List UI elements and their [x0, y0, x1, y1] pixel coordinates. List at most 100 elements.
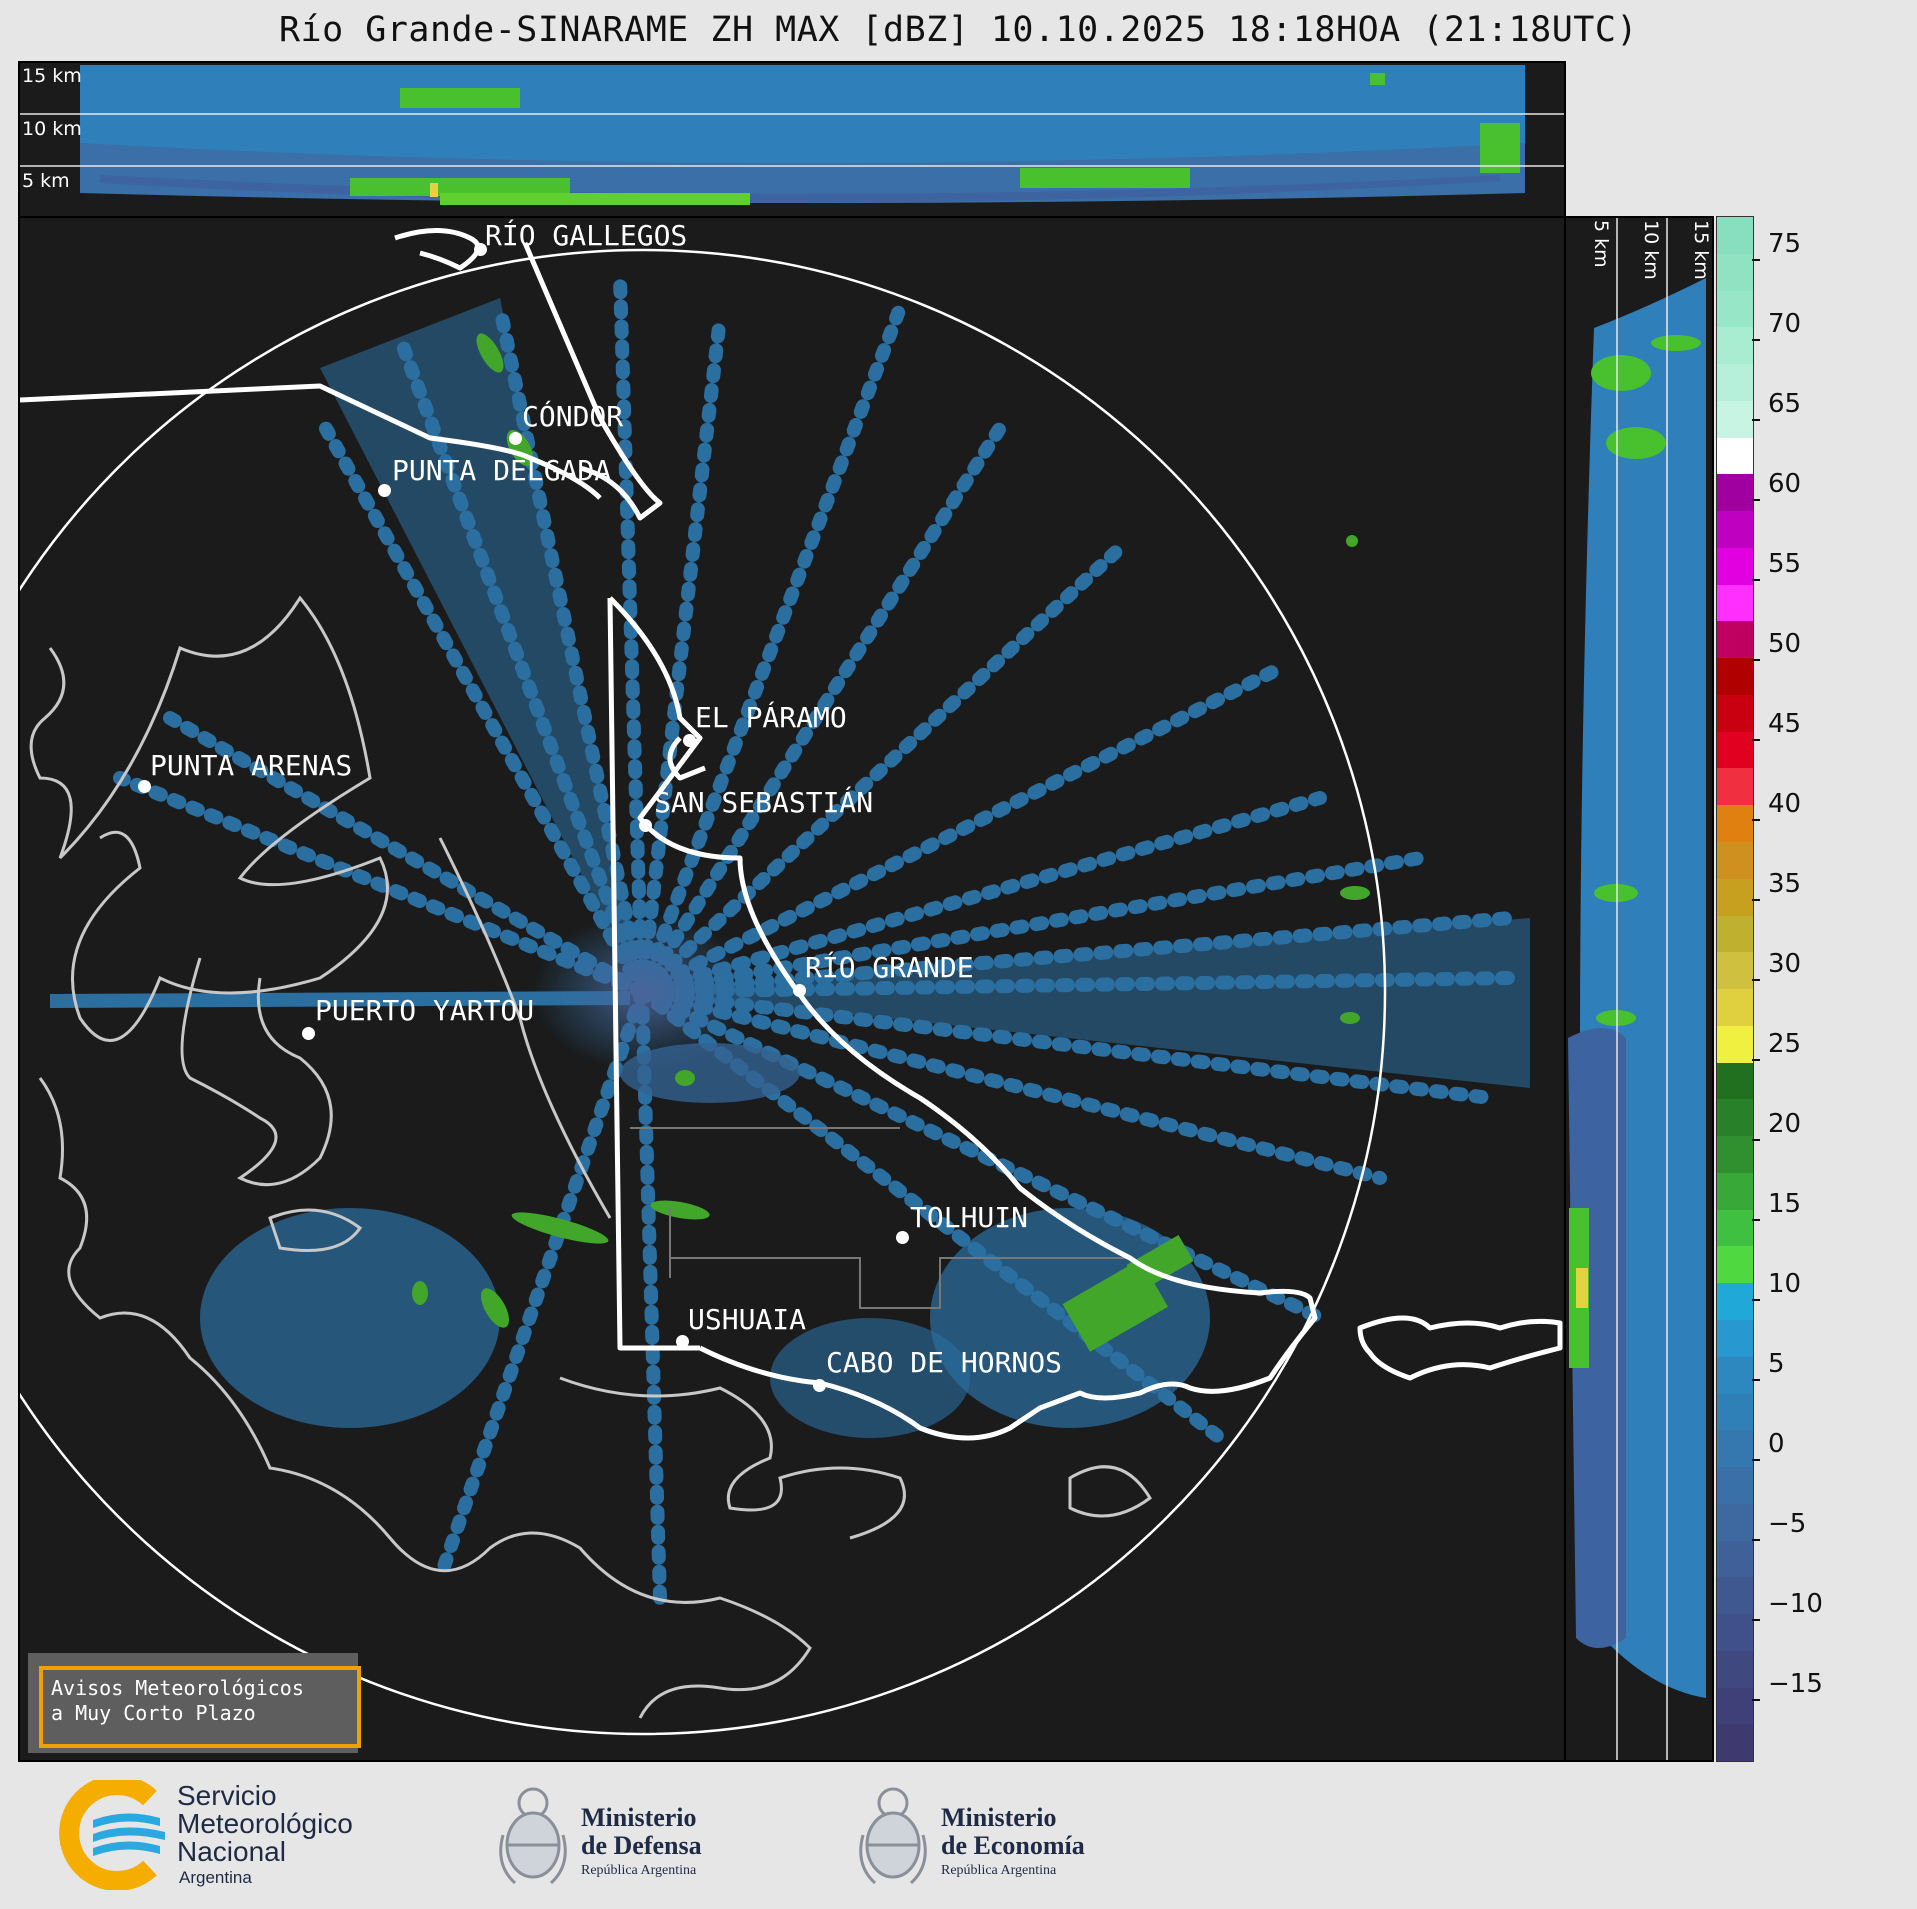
- colorbar-segment: [1717, 989, 1753, 1026]
- colorbar-segment: [1717, 1062, 1753, 1100]
- radar-map: [20, 228, 1563, 1736]
- notice-frame: Avisos Meteorológicos a Muy Corto Plazo: [39, 1666, 361, 1748]
- colorbar-segment: [1717, 1099, 1753, 1137]
- defensa-text-3: República Argentina: [581, 1863, 697, 1878]
- colorbar-tick: 15: [1751, 1189, 1801, 1234]
- colorbar-segment: [1717, 1503, 1753, 1541]
- city-label-rio-gallegos: RÍO GALLEGOS: [485, 219, 688, 252]
- radar-echoes: [49, 271, 1530, 1605]
- smn-text-4: Argentina: [179, 1868, 252, 1887]
- colorbar-tick: 55: [1751, 549, 1801, 594]
- colorbar-segment: [1717, 327, 1753, 365]
- colorbar-segment: [1717, 437, 1753, 475]
- ministerio-defensa-logo: Ministerio de Defensa República Argentin…: [495, 1775, 755, 1895]
- smn-logo: Servicio Meteorológico Nacional Argentin…: [55, 1780, 395, 1890]
- colorbar-tick: −10: [1752, 1589, 1823, 1634]
- range-ring: [20, 248, 1387, 1736]
- colorbar-tick: 40: [1751, 789, 1801, 834]
- colorbar-segment: [1717, 1209, 1753, 1247]
- city-label-cabo-de-hornos: CABO DE HORNOS: [826, 1346, 1063, 1379]
- defensa-text-2: de Defensa: [581, 1831, 702, 1860]
- colorbar-segment: [1717, 878, 1753, 916]
- colorbar-segment: [1717, 658, 1753, 695]
- colorbar-segment: [1717, 1614, 1753, 1651]
- side-label-10km: 10 km: [1640, 220, 1662, 280]
- colorbar-segment: [1717, 253, 1753, 291]
- city-label-rio-grande: RÍO GRANDE: [805, 951, 974, 984]
- colorbar-segment: [1717, 952, 1753, 990]
- city-dot-el-paramo: [683, 734, 696, 747]
- city-label-tolhuin: TOLHUIN: [910, 1201, 1029, 1234]
- city-label-san-sebastian: SAN SEBASTIÁN: [654, 786, 874, 819]
- department-boundaries: [630, 1127, 1130, 1309]
- colorbar-tick: 25: [1751, 1029, 1801, 1074]
- city-label-punta-delgada: PUNTA DELGADA: [392, 454, 612, 487]
- city-dot-rio-gallegos: [474, 243, 487, 256]
- economia-text-2: de Economía: [941, 1831, 1085, 1860]
- colorbar-segment: [1717, 364, 1753, 401]
- city-dot-punta-delgada: [378, 484, 391, 497]
- colorbar-tick: −5: [1751, 1509, 1806, 1554]
- colorbar-segment: [1717, 1724, 1753, 1762]
- notice-line-1: Avisos Meteorológicos: [51, 1676, 304, 1700]
- top-label-10km: 10 km: [22, 118, 82, 140]
- defensa-text-1: Ministerio: [581, 1803, 697, 1832]
- colorbar-segment: [1717, 1025, 1753, 1063]
- ministerio-economia-logo: Ministerio de Economía República Argenti…: [855, 1775, 1135, 1895]
- side-cross-section-panel: 5 km 10 km 15 km: [1564, 216, 1714, 1762]
- colorbar-segment: [1717, 731, 1753, 769]
- colorbar-segment: [1717, 1393, 1753, 1431]
- colorbar-segment: [1717, 1540, 1753, 1578]
- side-label-5km: 5 km: [1590, 220, 1612, 268]
- colorbar-segment: [1717, 1687, 1753, 1725]
- colorbar-segment: [1717, 547, 1753, 585]
- colorbar-segment: [1717, 1246, 1753, 1284]
- coat-of-arms-icon: [499, 1787, 567, 1885]
- colorbar-segment: [1717, 1136, 1753, 1173]
- radar-map-panel: RÍO GALLEGOS CÓNDOR PUNTA DELGADA EL PÁR…: [18, 216, 1566, 1762]
- top-cross-section-panel: 15 km 10 km 5 km: [18, 61, 1566, 218]
- colorbar-segment: [1717, 1467, 1753, 1504]
- colorbar-segment: [1717, 290, 1753, 328]
- city-label-punta-arenas: PUNTA ARENAS: [150, 749, 353, 782]
- colorbar-tick: 5: [1752, 1349, 1785, 1394]
- colorbar-tick: 35: [1751, 869, 1801, 914]
- city-label-el-paramo: EL PÁRAMO: [695, 701, 847, 734]
- city-dot-punta-arenas: [138, 780, 151, 793]
- notice-box: Avisos Meteorológicos a Muy Corto Plazo: [28, 1653, 361, 1753]
- reflectivity-colorbar: [1716, 216, 1754, 1762]
- city-label-condor: CÓNDOR: [522, 400, 624, 433]
- smn-text-2: Meteorológico: [177, 1808, 353, 1839]
- side-label-15km: 15 km: [1690, 220, 1712, 280]
- colorbar-segment: [1717, 768, 1753, 806]
- colorbar-segment: [1717, 842, 1753, 879]
- city-dot-puerto-yartou: [302, 1027, 315, 1040]
- colorbar-segment: [1717, 1356, 1753, 1394]
- coat-of-arms-icon: [859, 1787, 927, 1885]
- colorbar-tick: 20: [1751, 1109, 1801, 1154]
- colorbar-tick: 30: [1751, 949, 1801, 994]
- top-label-5km: 5 km: [22, 170, 70, 192]
- smn-text-1: Servicio: [177, 1780, 277, 1811]
- city-dot-ushuaia: [676, 1335, 689, 1348]
- colorbar-segment: [1717, 805, 1753, 843]
- colorbar-tick: 50: [1751, 629, 1801, 674]
- city-dot-rio-grande: [793, 984, 806, 997]
- side-reflectivity-profile: [1568, 218, 1706, 1760]
- colorbar-segment: [1717, 584, 1753, 622]
- chart-title: Río Grande-SINARAME ZH MAX [dBZ] 10.10.2…: [278, 10, 1639, 50]
- colorbar-tick: 75: [1751, 229, 1801, 274]
- economia-text-3: República Argentina: [941, 1863, 1057, 1878]
- colorbar-tick: −15: [1752, 1669, 1823, 1714]
- colorbar-segment: [1717, 621, 1753, 659]
- city-label-puerto-yartou: PUERTO YARTOU: [315, 994, 535, 1027]
- smn-emblem-icon: [59, 1780, 165, 1890]
- notice-line-2: a Muy Corto Plazo: [51, 1701, 256, 1725]
- city-dot-san-sebastian: [639, 819, 652, 832]
- colorbar-segment: [1717, 400, 1753, 438]
- colorbar-tick: 10: [1751, 1269, 1801, 1314]
- colorbar-tick: 0: [1752, 1429, 1785, 1474]
- colorbar-segment: [1717, 1319, 1753, 1357]
- colorbar-tick: 60: [1751, 469, 1801, 514]
- colorbar-segment: [1717, 474, 1753, 512]
